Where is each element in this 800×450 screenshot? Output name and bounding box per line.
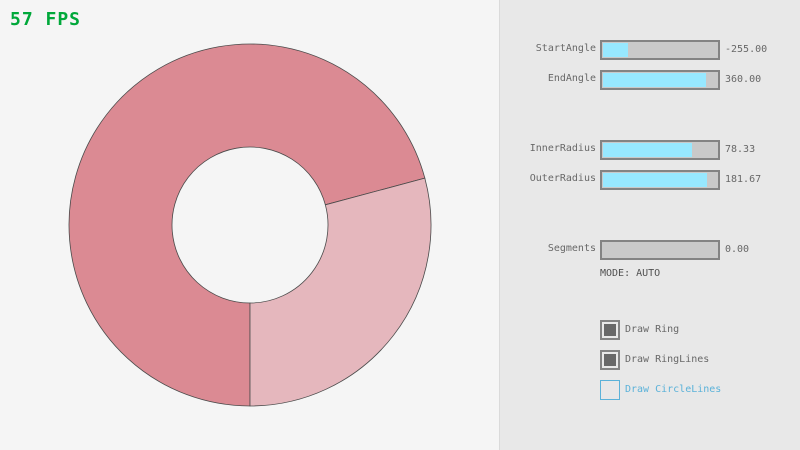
ring-canvas <box>68 43 432 407</box>
outer-radius-label: OuterRadius <box>529 173 596 184</box>
end-angle-value: 360.00 <box>725 74 762 85</box>
draw-circlelines-checkbox[interactable] <box>600 380 620 400</box>
mode-label: MODE: AUTO <box>600 268 661 279</box>
segments-slider-row: Segments 0.00 <box>500 240 800 260</box>
draw-ringlines-label[interactable]: Draw RingLines <box>625 354 710 365</box>
segments-label: Segments <box>547 243 596 254</box>
inner-radius-label: InnerRadius <box>529 143 596 154</box>
inner-radius-slider-row: InnerRadius 78.33 <box>500 140 800 160</box>
start-angle-label: StartAngle <box>535 43 596 54</box>
end-angle-label: EndAngle <box>547 73 596 84</box>
draw-circlelines-label[interactable]: Draw CircleLines <box>625 384 722 395</box>
inner-radius-value: 78.33 <box>725 144 756 155</box>
draw-ringlines-checkbox[interactable] <box>600 350 620 370</box>
draw-ring-label[interactable]: Draw Ring <box>625 324 680 335</box>
draw-ring-checkbox[interactable] <box>600 320 620 340</box>
outer-radius-slider[interactable] <box>600 170 720 190</box>
outer-radius-slider-row: OuterRadius 181.67 <box>500 170 800 190</box>
ring-single-region <box>249 177 432 407</box>
end-angle-slider-row: EndAngle 360.00 <box>500 70 800 90</box>
start-angle-slider[interactable] <box>600 40 720 60</box>
start-angle-slider-row: StartAngle -255.00 <box>500 40 800 60</box>
ring-overlap-region <box>68 43 426 407</box>
end-angle-slider[interactable] <box>600 70 720 90</box>
segments-slider[interactable] <box>600 240 720 260</box>
start-angle-value: -255.00 <box>725 44 768 55</box>
segments-value: 0.00 <box>725 244 750 255</box>
outer-radius-value: 181.67 <box>725 174 762 185</box>
fps-counter: 57 FPS <box>10 9 82 30</box>
controls-panel: StartAngle -255.00 EndAngle 360.00 Inner… <box>499 0 800 450</box>
inner-radius-slider[interactable] <box>600 140 720 160</box>
